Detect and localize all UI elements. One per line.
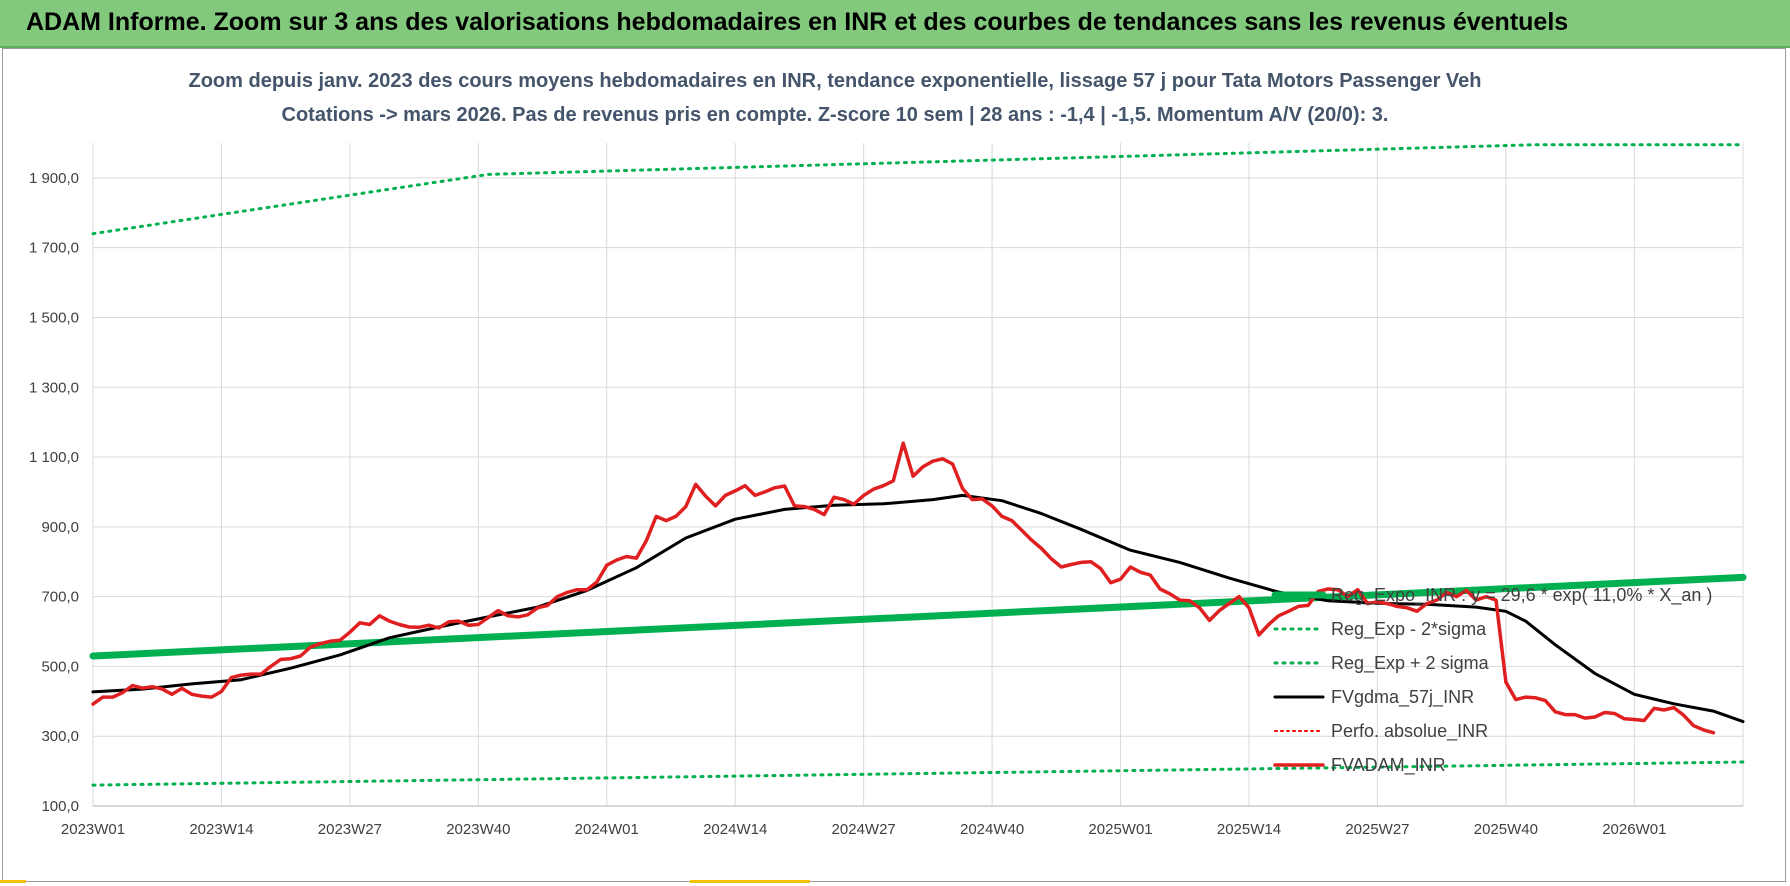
- y-tick-label: 100,0: [41, 798, 79, 815]
- x-tick-label: 2025W27: [1345, 821, 1409, 838]
- y-tick-label: 700,0: [41, 589, 79, 606]
- x-tick-label: 2024W14: [703, 821, 767, 838]
- x-tick-label: 2024W01: [575, 821, 639, 838]
- chart-title: Zoom depuis janv. 2023 des cours moyens …: [189, 70, 1482, 92]
- chart-frame: 100,0 300,0 500,0 700,0 900,0 1 100,0 1 300,0 1…: [2, 48, 1786, 882]
- legend-label-fvadam: FVADAM_INR: [1331, 755, 1446, 776]
- minus-2-sigma-series: [91, 760, 1745, 787]
- x-tick-label: 2025W01: [1088, 821, 1152, 838]
- plus-2-sigma-series: [91, 143, 1745, 236]
- y-tick-label: 300,0: [41, 728, 79, 745]
- x-tick-label: 2025W40: [1474, 821, 1538, 838]
- x-tick-label: 2025W14: [1217, 821, 1281, 838]
- y-tick-label: 1 300,0: [29, 379, 79, 396]
- y-tick-label: 1 100,0: [29, 449, 79, 466]
- x-tick-label: 2024W40: [960, 821, 1024, 838]
- x-tick-label: 2023W27: [318, 821, 382, 838]
- y-tick-label: 900,0: [41, 519, 79, 536]
- x-tick-label: 2023W40: [446, 821, 510, 838]
- chart-subtitle: Cotations -> mars 2026. Pas de revenus p…: [282, 104, 1389, 126]
- y-tick-label: 500,0: [41, 658, 79, 675]
- axes: 100,0 300,0 500,0 700,0 900,0 1 100,0 1 300,0 1…: [29, 170, 1743, 838]
- y-tick-label: 1 900,0: [29, 170, 79, 187]
- legend-label-perfo-absolue: Perfo. absolue_INR: [1331, 721, 1488, 742]
- banner-title: ADAM Informe. Zoom sur 3 ans des valoris…: [26, 8, 1569, 36]
- line-chart: 100,0 300,0 500,0 700,0 900,0 1 100,0 1 300,0 1…: [29, 70, 1747, 838]
- x-tick-label: 2023W14: [189, 821, 253, 838]
- y-tick-label: 1 700,0: [29, 240, 79, 257]
- x-tick-label: 2024W27: [832, 821, 896, 838]
- accent-mark-bottom: [690, 880, 810, 883]
- legend-label-fvgdma: FVgdma_57j_INR: [1331, 687, 1474, 708]
- x-tick-label: 2026W01: [1602, 821, 1666, 838]
- legend-label-minus-2-sigma: Reg_Exp - 2*sigma: [1331, 619, 1487, 640]
- legend-label-plus-2-sigma: Reg_Exp + 2 sigma: [1331, 653, 1490, 674]
- legend: Reg_Expo_INR : y = 29,6 * exp( 11,0% * X…: [1271, 585, 1712, 776]
- legend-label-reg-expo: Reg_Expo_INR : y = 29,6 * exp( 11,0% * X…: [1331, 585, 1712, 606]
- x-tick-label: 2023W01: [61, 821, 125, 838]
- series-layer: [89, 143, 1747, 787]
- fvadam-series: [91, 441, 1716, 735]
- accent-mark-left: [0, 880, 26, 883]
- y-tick-label: 1 500,0: [29, 309, 79, 326]
- grid: [92, 143, 1744, 807]
- title-banner: ADAM Informe. Zoom sur 3 ans des valoris…: [0, 0, 1790, 48]
